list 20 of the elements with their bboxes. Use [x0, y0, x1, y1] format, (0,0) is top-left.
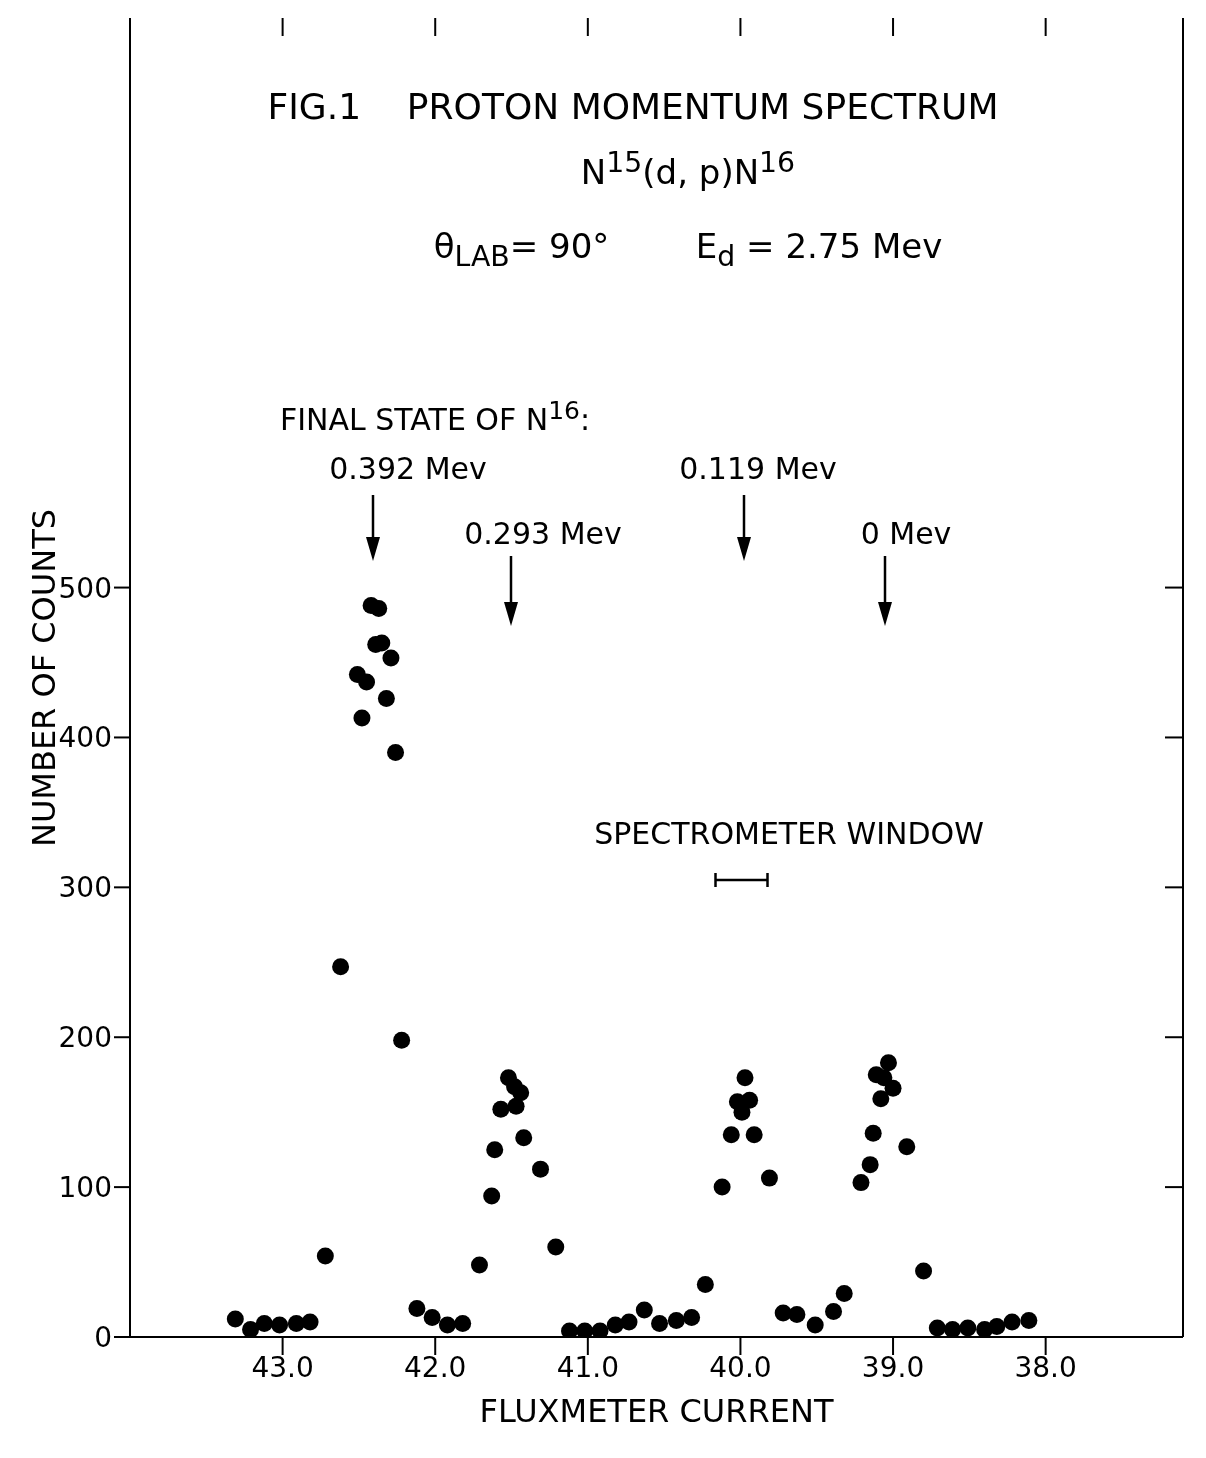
y-tick-label: 0	[94, 1320, 112, 1354]
y-tick-label: 100	[58, 1171, 112, 1205]
y-tick-label: 500	[58, 571, 112, 605]
x-tick-label: 42.0	[404, 1350, 467, 1384]
annotation: 0.392 Mev	[328, 451, 488, 486]
text: FIG.1 PROTON MOMENTUM SPECTRUM	[266, 86, 1000, 127]
text: N$^{15}$(d, p)N$^{16}$ θ$_{LAB}$= 90° E$_{d}$ = 2.75 Mev	[433, 146, 943, 273]
x-axis-title: FLUXMETER CURRENT	[478, 1392, 835, 1430]
x-tick-label: 43.0	[251, 1350, 314, 1384]
annotation: SPECTROMETER WINDOW	[593, 816, 985, 851]
y-tick-label: 200	[58, 1021, 112, 1055]
annotation: 0.293 Mev	[463, 516, 623, 551]
x-tick-label: 40.0	[709, 1350, 772, 1384]
annotation: FINAL STATE OF N$^{16}$:	[280, 396, 592, 437]
y-tick-label: 300	[58, 871, 112, 905]
annotation: 0 Mev	[859, 516, 953, 551]
x-tick-label: 39.0	[861, 1350, 925, 1384]
x-tick-label: 41.0	[556, 1350, 619, 1384]
annotation: 0.119 Mev	[678, 451, 838, 486]
x-tick-label: 38.0	[1014, 1350, 1077, 1384]
